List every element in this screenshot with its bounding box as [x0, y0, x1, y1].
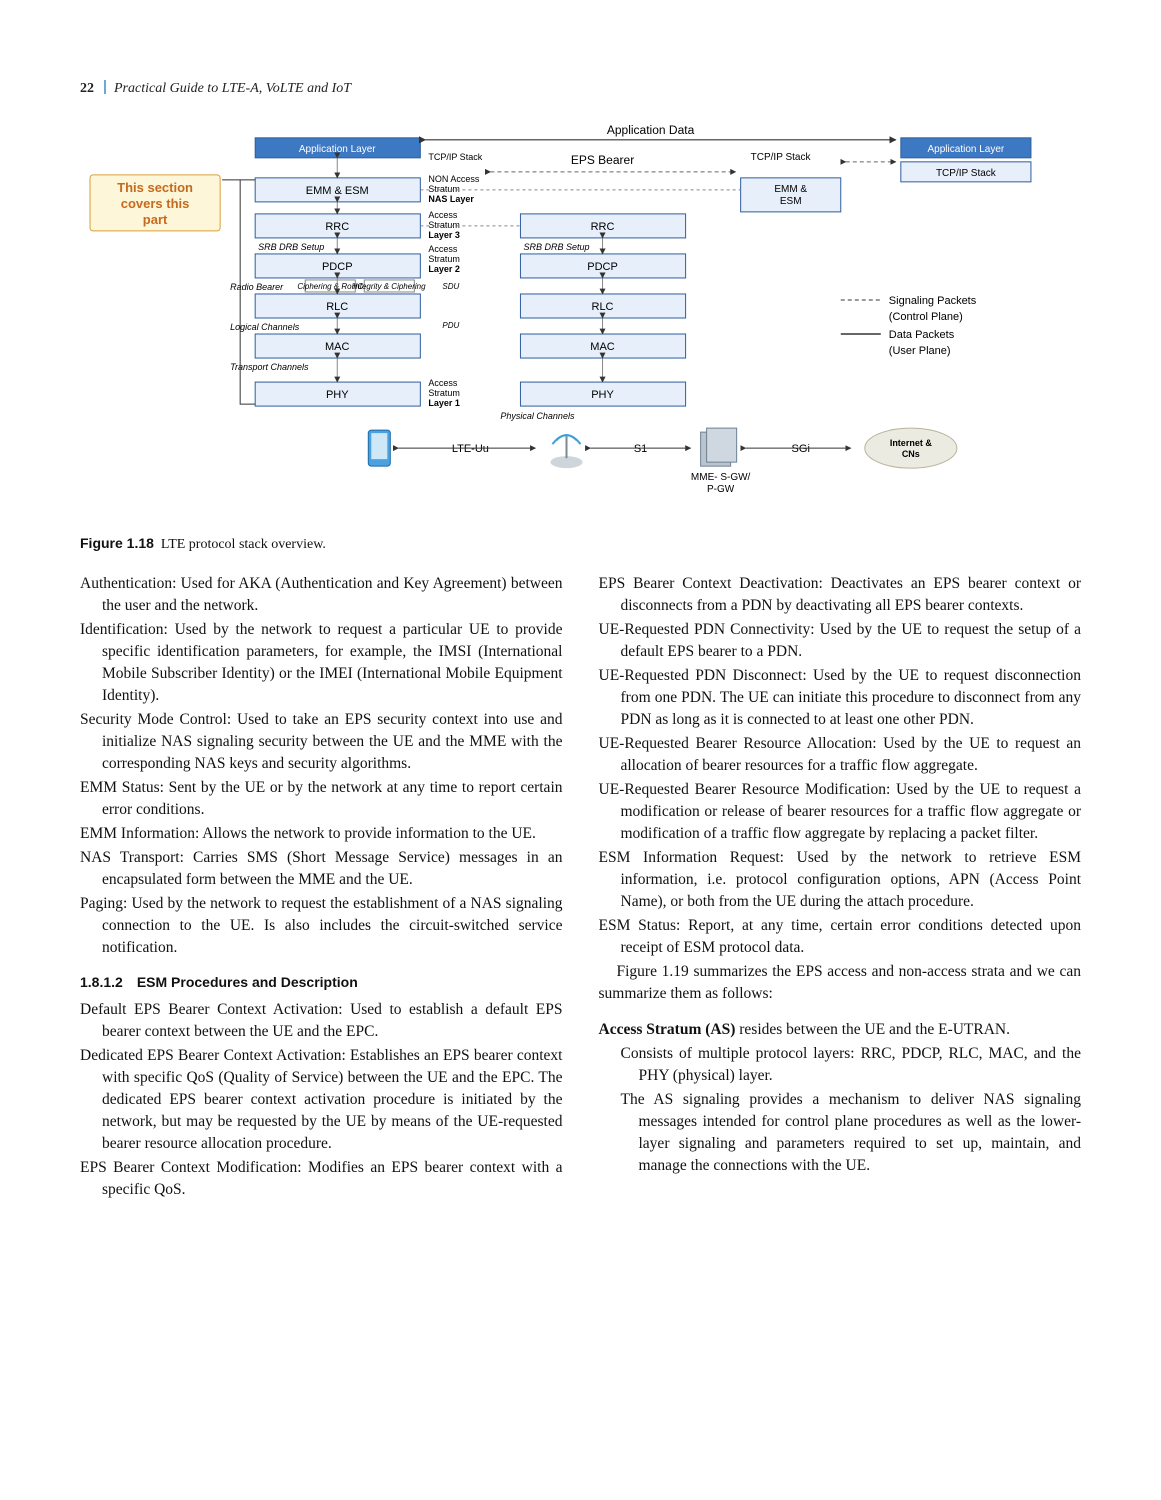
list-item: ESM Information Request: Used by the net… [599, 847, 1082, 913]
svg-text:Layer 3: Layer 3 [428, 230, 460, 240]
list-item: UE-Requested PDN Disconnect: Used by the… [599, 665, 1082, 731]
svg-text:Data Packets: Data Packets [889, 329, 955, 341]
svg-text:TCP/IP Stack: TCP/IP Stack [936, 168, 997, 179]
svg-text:Stratum: Stratum [428, 184, 460, 194]
list-item: Authentication: Used for AKA (Authentica… [80, 573, 563, 617]
list-item: EMM Status: Sent by the UE or by the net… [80, 777, 563, 821]
list-item: EPS Bearer Context Modification: Modifie… [80, 1157, 563, 1201]
divider-bar [104, 80, 106, 94]
callout-l1: This section [117, 180, 193, 195]
section-heading: 1.8.1.2 ESM Procedures and Description [80, 973, 563, 993]
page: 22 Practical Guide to LTE-A, VoLTE and Io… [0, 0, 1161, 1500]
svg-text:SGi: SGi [792, 443, 810, 455]
svg-text:PHY: PHY [591, 389, 614, 401]
svg-text:RLC: RLC [592, 301, 614, 313]
svg-text:TCP/IP Stack: TCP/IP Stack [751, 152, 812, 163]
svg-text:Transport Channels: Transport Channels [230, 362, 309, 372]
svg-text:SRB DRB Setup: SRB DRB Setup [523, 242, 589, 252]
list-item: EPS Bearer Context Deactivation: Deactiv… [599, 573, 1082, 617]
svg-text:RLC: RLC [326, 301, 348, 313]
svg-text:S1: S1 [634, 443, 647, 455]
svg-text:EPS Bearer: EPS Bearer [571, 153, 634, 167]
svg-text:Application Layer: Application Layer [299, 144, 376, 155]
svg-text:Layer 1: Layer 1 [428, 398, 460, 408]
svg-text:Stratum: Stratum [428, 388, 460, 398]
list-item: Identification: Used by the network to r… [80, 619, 563, 707]
svg-text:Radio Bearer: Radio Bearer [230, 282, 284, 292]
bottom-row: LTE-Uu S1 MME- S-GW/ P-GW SGi Internet &… [368, 428, 957, 495]
sub-item: The AS signaling provides a mechanism to… [639, 1089, 1082, 1177]
svg-text:MAC: MAC [590, 341, 614, 353]
page-number: 22 [80, 81, 94, 96]
body-columns: Authentication: Used for AKA (Authentica… [80, 573, 1081, 1203]
svg-text:Application Data: Application Data [607, 123, 695, 137]
svg-text:CNs: CNs [902, 449, 920, 459]
svg-text:P-GW: P-GW [707, 484, 735, 495]
left-column: Authentication: Used for AKA (Authentica… [80, 573, 563, 1203]
figure-caption: Figure 1.18 LTE protocol stack overview. [80, 535, 1081, 553]
figure-1-18: This section covers this part Applicatio… [80, 115, 1081, 525]
svg-text:RRC: RRC [591, 221, 615, 233]
svg-text:MAC: MAC [325, 341, 349, 353]
sub-item: Consists of multiple protocol layers: RR… [639, 1043, 1082, 1087]
paragraph: Figure 1.19 summarizes the EPS access an… [599, 961, 1082, 1005]
list-item: Default EPS Bearer Context Activation: U… [80, 999, 563, 1043]
svg-text:Signaling Packets: Signaling Packets [889, 295, 977, 307]
svg-text:EMM &: EMM & [774, 184, 807, 195]
svg-text:MME- S-GW/: MME- S-GW/ [691, 472, 751, 483]
right-column: EPS Bearer Context Deactivation: Deactiv… [599, 573, 1082, 1203]
legend: Signaling Packets (Control Plane) Data P… [841, 295, 977, 357]
svg-text:Layer 2: Layer 2 [428, 264, 460, 274]
svg-text:Access: Access [428, 378, 458, 388]
svg-text:EMM & ESM: EMM & ESM [306, 185, 369, 197]
svg-text:(Control Plane): (Control Plane) [889, 311, 963, 323]
svg-text:Integrity & Ciphering: Integrity & Ciphering [353, 282, 426, 291]
svg-text:PDCP: PDCP [587, 261, 618, 273]
callout-l2: covers this [121, 196, 190, 211]
svg-text:SDU: SDU [442, 282, 459, 291]
callout-l3: part [143, 212, 168, 227]
running-title: Practical Guide to LTE-A, VoLTE and IoT [114, 81, 351, 96]
list-item: Paging: Used by the network to request t… [80, 893, 563, 959]
running-head: 22 Practical Guide to LTE-A, VoLTE and Io… [80, 80, 1081, 97]
list-item: UE-Requested Bearer Resource Allocation:… [599, 733, 1082, 777]
svg-text:TCP/IP Stack: TCP/IP Stack [428, 152, 482, 162]
list-item: UE-Requested PDN Connectivity: Used by t… [599, 619, 1082, 663]
list-item: Dedicated EPS Bearer Context Activation:… [80, 1045, 563, 1155]
svg-text:PDU: PDU [442, 321, 459, 330]
list-item: EMM Information: Allows the network to p… [80, 823, 563, 845]
right-stack: TCP/IP Stack EMM &ESM [741, 152, 841, 212]
list-item: NAS Transport: Carries SMS (Short Messag… [80, 847, 563, 891]
svg-text:RRC: RRC [325, 221, 349, 233]
protocol-stack-svg: This section covers this part Applicatio… [80, 115, 1081, 525]
svg-text:Physical Channels: Physical Channels [500, 411, 575, 421]
svg-text:PDCP: PDCP [322, 261, 353, 273]
svg-text:(User Plane): (User Plane) [889, 345, 951, 357]
term-paragraph: Access Stratum (AS) resides between the … [599, 1019, 1082, 1041]
left-stack: Application Layer EMM & ESM RRC SRB DRB … [230, 138, 420, 406]
svg-text:Application Layer: Application Layer [928, 144, 1005, 155]
svg-text:ESM: ESM [780, 196, 802, 207]
svg-text:Stratum: Stratum [428, 220, 460, 230]
svg-text:Internet &: Internet & [890, 438, 933, 448]
svg-text:Stratum: Stratum [428, 254, 460, 264]
list-item: UE-Requested Bearer Resource Modificatio… [599, 779, 1082, 845]
svg-text:Access: Access [428, 210, 458, 220]
list-item: ESM Status: Report, at any time, certain… [599, 915, 1082, 959]
list-item: Security Mode Control: Used to take an E… [80, 709, 563, 775]
svg-text:NON Access: NON Access [428, 174, 480, 184]
svg-text:Access: Access [428, 244, 458, 254]
svg-text:SRB DRB Setup: SRB DRB Setup [258, 242, 324, 252]
svg-text:PHY: PHY [326, 389, 349, 401]
svg-text:NAS Layer: NAS Layer [428, 194, 474, 204]
svg-text:LTE-Uu: LTE-Uu [452, 443, 489, 455]
